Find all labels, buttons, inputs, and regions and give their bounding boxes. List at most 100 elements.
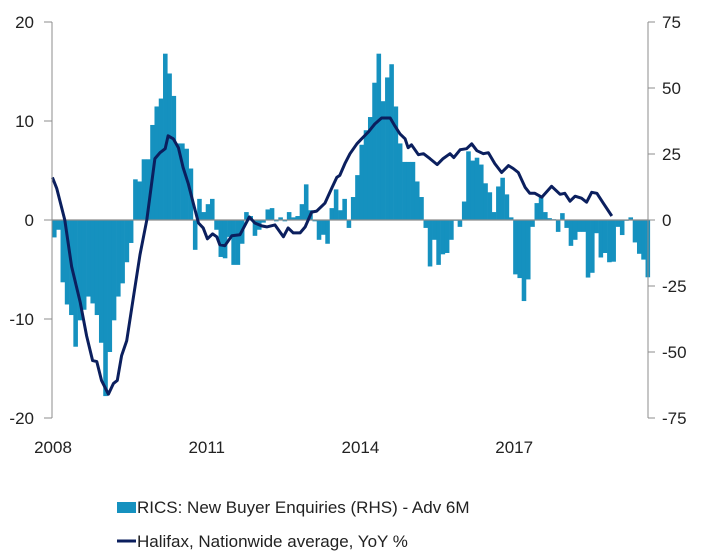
bar	[244, 212, 249, 220]
bar	[525, 220, 531, 280]
bar	[269, 208, 275, 220]
right-tick-label: -50	[662, 343, 687, 362]
bar	[487, 192, 493, 220]
legend-item-line[interactable]: Halifax, Nationwide average, YoY %	[117, 532, 408, 551]
bar	[346, 220, 352, 228]
bar	[491, 212, 497, 220]
bar	[145, 159, 151, 220]
right-axis: 75 50 25 0 -25 -50 -75	[647, 13, 687, 428]
bar	[192, 220, 198, 250]
bar	[128, 220, 134, 243]
line-path	[51, 116, 614, 396]
legend: RICS: New Buyer Enquiries (RHS) - Adv 6M…	[117, 498, 470, 551]
bar	[496, 186, 501, 220]
bar	[607, 220, 612, 263]
bar	[436, 220, 441, 265]
right-tick-label: 75	[662, 13, 681, 32]
bar	[171, 95, 177, 220]
legend-item-bars[interactable]: RICS: New Buyer Enquiries (RHS) - Adv 6M	[117, 498, 470, 517]
bar	[282, 220, 288, 222]
bar	[500, 177, 505, 220]
bar	[619, 220, 625, 236]
bar	[60, 220, 66, 283]
x-tick-label: 2014	[342, 438, 380, 457]
bar	[564, 220, 569, 228]
bar	[141, 159, 147, 220]
bar	[333, 189, 339, 220]
bar	[457, 220, 463, 227]
bar	[581, 220, 587, 232]
bar	[568, 220, 574, 246]
bar	[180, 143, 185, 220]
bar-series	[52, 53, 651, 397]
left-axis: 20 10 0 -10 -20	[9, 13, 53, 428]
x-tick-label: 2008	[34, 438, 72, 457]
x-tick-label: 2011	[188, 438, 225, 457]
right-tick-label: 25	[662, 145, 681, 164]
bar	[124, 220, 130, 263]
bar	[56, 220, 61, 230]
bar	[598, 220, 604, 258]
bar	[363, 130, 369, 220]
bar	[154, 106, 160, 220]
bar	[201, 212, 207, 220]
left-tick-label: 0	[25, 211, 34, 230]
bar	[393, 106, 399, 220]
bar	[560, 213, 565, 220]
left-tick-label: -10	[9, 310, 34, 329]
bar	[641, 220, 646, 260]
bar	[534, 203, 540, 220]
bar	[504, 194, 510, 220]
bar	[107, 220, 113, 352]
bar	[474, 157, 480, 220]
bar	[547, 218, 552, 220]
bar	[419, 197, 424, 220]
bar	[261, 220, 266, 223]
bar	[615, 220, 621, 227]
bar	[274, 220, 279, 222]
bar	[231, 220, 236, 265]
bar	[543, 212, 548, 220]
bar	[64, 220, 70, 305]
left-tick-label: 20	[15, 13, 34, 32]
bar	[461, 201, 467, 220]
left-tick-label: 10	[15, 112, 34, 131]
bar	[116, 220, 121, 297]
bar	[466, 151, 471, 220]
bar	[227, 220, 232, 237]
bar	[414, 181, 420, 220]
bar	[521, 220, 527, 302]
bar	[530, 220, 535, 227]
bar	[577, 220, 582, 232]
bar	[359, 144, 365, 220]
bar	[440, 220, 446, 255]
bar	[355, 175, 360, 220]
bar	[372, 82, 377, 220]
bar	[103, 220, 108, 397]
bar	[184, 148, 189, 220]
bar	[312, 220, 318, 222]
bar	[286, 212, 292, 220]
bar	[218, 220, 224, 257]
bar	[590, 220, 595, 273]
bar	[52, 220, 57, 238]
bar	[325, 220, 330, 244]
bar	[410, 161, 416, 220]
bar	[329, 208, 335, 220]
bar	[611, 220, 616, 262]
bar	[295, 216, 300, 220]
bar	[265, 209, 271, 220]
bar	[342, 198, 347, 220]
bar	[406, 161, 411, 220]
bar	[479, 164, 484, 220]
right-tick-label: 0	[662, 211, 671, 230]
bar	[299, 204, 305, 220]
bar	[167, 73, 172, 220]
bar	[380, 101, 386, 220]
bar	[98, 220, 104, 343]
bar	[158, 98, 164, 220]
bar	[222, 220, 228, 259]
bar	[338, 210, 343, 220]
bar	[321, 220, 326, 235]
